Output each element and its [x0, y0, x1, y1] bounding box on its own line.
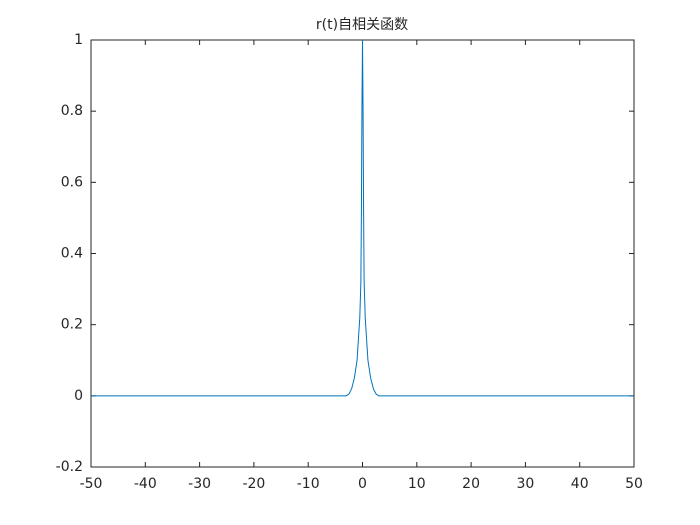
chart-title: r(t)自相关函数 [316, 17, 408, 33]
x-tick-label: -30 [188, 476, 211, 492]
x-tick-label: -50 [80, 476, 103, 492]
data-line [91, 39, 634, 397]
x-tick-label: -20 [242, 476, 265, 492]
x-tick-label: 50 [625, 476, 643, 492]
y-tick-label: 0.2 [61, 317, 83, 333]
y-tick-label: 0.4 [61, 246, 83, 262]
x-tick-label: 0 [358, 476, 367, 492]
x-tick-label: 20 [462, 476, 480, 492]
x-tick-label: -40 [134, 476, 157, 492]
x-tick-label: 30 [516, 476, 534, 492]
y-tick-label: 0.8 [61, 103, 83, 119]
y-tick-label: 1 [74, 32, 83, 48]
y-tick-label: -0.2 [56, 459, 83, 475]
y-tick-label: 0 [74, 388, 83, 404]
x-tick-label: 10 [408, 476, 426, 492]
y-tick-label: 0.6 [61, 174, 83, 190]
x-tick-label: 40 [571, 476, 589, 492]
x-tick-label: -10 [297, 476, 320, 492]
